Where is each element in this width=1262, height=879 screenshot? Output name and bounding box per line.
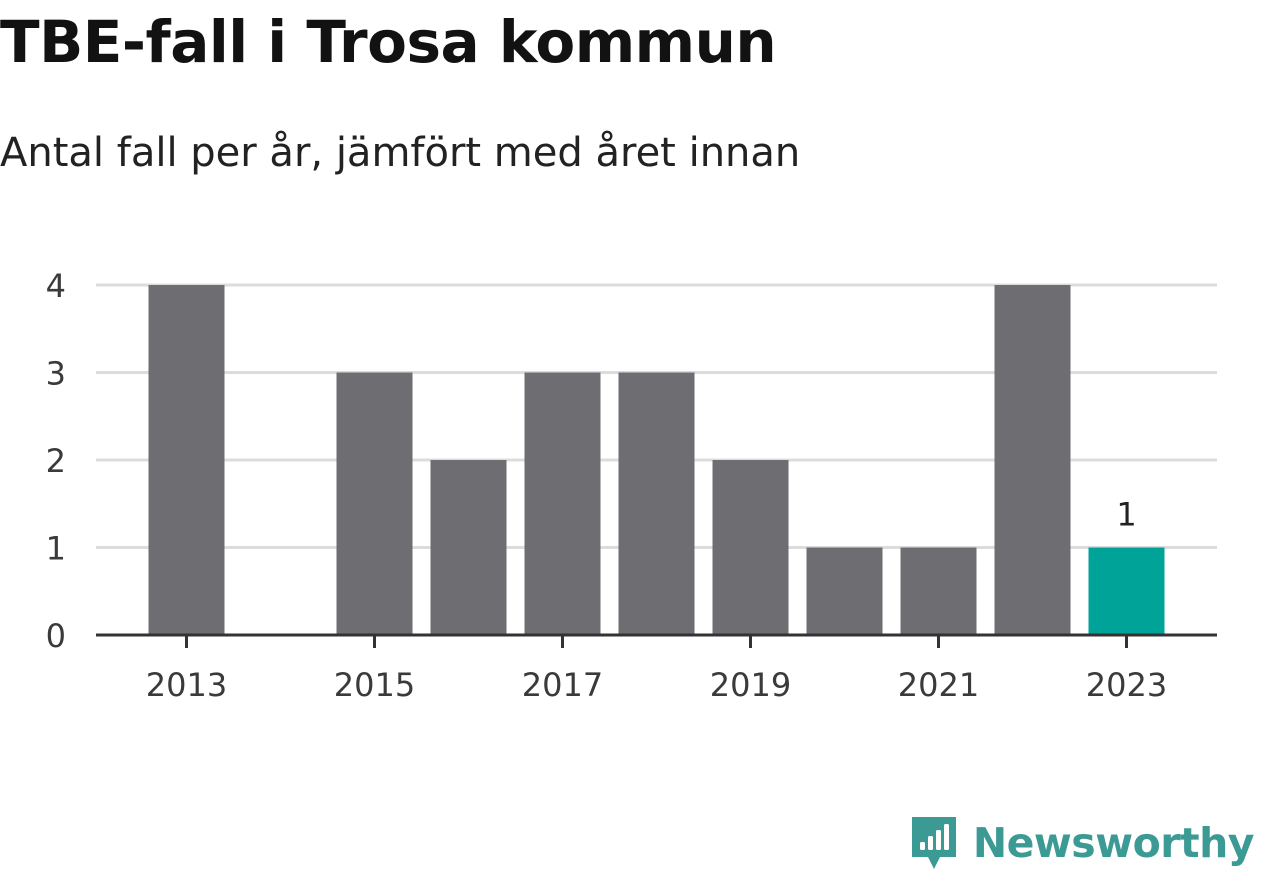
chart-subtitle: Antal fall per år, jämfört med året inna…	[0, 130, 801, 176]
x-tick-label: 2013	[146, 666, 227, 704]
brand-name: Newsworthy	[972, 819, 1255, 867]
chart-title: TBE-fall i Trosa kommun	[0, 8, 777, 76]
newsworthy-brand: Newsworthy	[909, 813, 1255, 873]
bars	[148, 285, 1165, 635]
bar-highlight-2023	[1088, 547, 1165, 635]
y-axis-labels: 0 1 2 3 4	[46, 267, 66, 655]
x-tick-label: 2023	[1086, 666, 1167, 704]
x-tick-label: 2015	[334, 666, 415, 704]
x-tick-label: 2017	[522, 666, 603, 704]
x-tick-label: 2019	[710, 666, 791, 704]
x-axis	[96, 633, 1217, 648]
bar-2018	[618, 372, 695, 635]
highlight-value-label: 1	[1116, 496, 1136, 534]
bar-2022	[994, 285, 1071, 635]
y-tick-label: 4	[46, 267, 66, 305]
y-tick-label: 2	[46, 442, 66, 480]
x-tick-label: 2021	[898, 666, 979, 704]
bar-2020	[806, 547, 883, 635]
bar-2013	[148, 285, 225, 635]
y-tick-label: 0	[46, 617, 66, 655]
bar-2016	[430, 460, 507, 635]
bar-2015	[336, 372, 413, 635]
bar-2017	[524, 372, 601, 635]
value-labels: 1	[1116, 496, 1136, 534]
y-tick-label: 1	[46, 530, 66, 568]
y-tick-label: 3	[46, 355, 66, 393]
bar-2019	[712, 460, 789, 635]
bar-2021	[900, 547, 977, 635]
x-axis-labels: 2013 2015 2017 2019 2021 2023	[146, 666, 1167, 704]
newsworthy-logo-icon	[911, 817, 956, 869]
